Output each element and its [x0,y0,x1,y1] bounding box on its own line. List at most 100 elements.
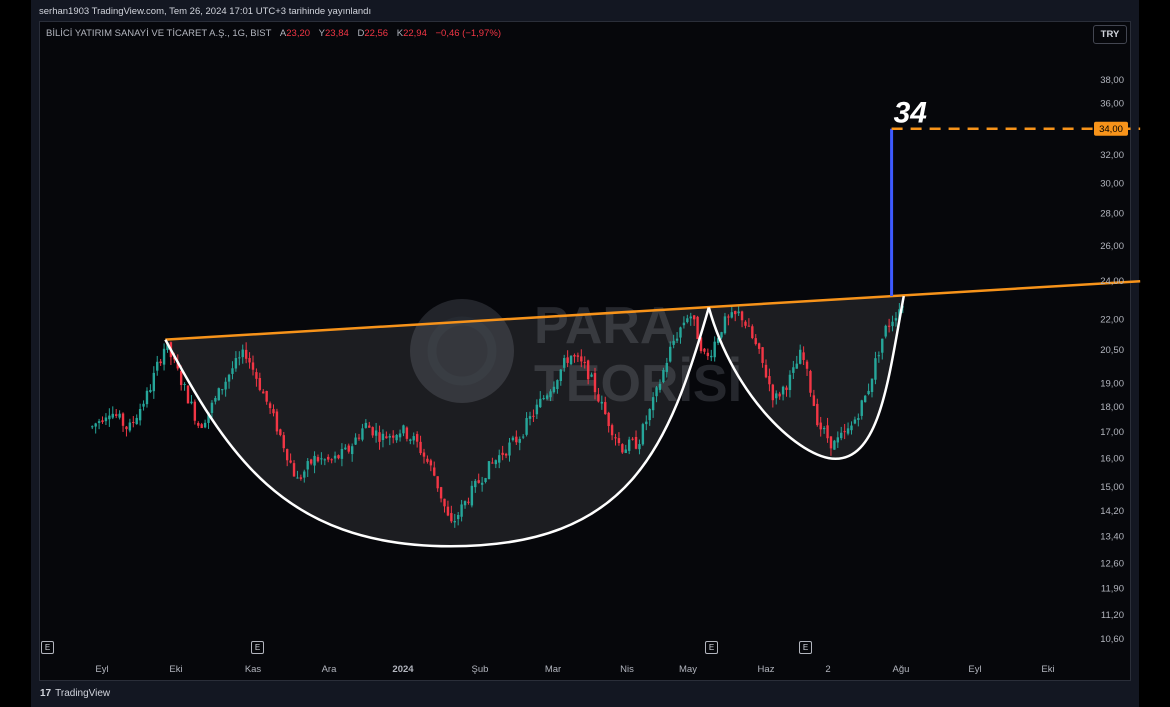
candle-body [385,436,388,439]
candle-body [265,390,268,402]
candle-body [586,360,590,380]
time-tick-label: Nis [620,664,634,675]
candle-body [590,374,593,377]
candle-body [248,358,251,363]
candle-body [521,436,525,438]
candle-body [313,455,316,466]
candle-body [368,425,371,428]
candle-body [474,480,477,488]
candle-body [118,413,121,418]
candle-body [128,422,132,431]
candle-body [258,378,262,390]
candle-body [689,316,692,319]
candle-body [593,373,597,393]
time-tick-label: Şub [472,664,489,675]
tradingview-logo[interactable]: 17 TradingView [40,688,110,699]
candle-body [152,372,156,392]
candle-body [771,384,775,401]
price-tick-label: 20,50 [1100,345,1124,356]
candle-body [436,476,439,489]
candle-body [792,367,795,373]
candle-body [545,395,549,399]
candle-body [217,388,220,401]
candle-body [166,342,169,350]
candle-body [121,413,125,426]
candle-body [203,422,207,428]
candle-body [340,449,344,459]
candle-body [371,427,374,436]
candle-body [833,440,836,450]
time-tick-label: Ara [322,664,338,675]
candle-body [573,355,576,357]
candle-body [429,460,433,466]
candle-body [610,425,614,436]
watermark-text-line2: TEORİSİ [534,355,742,413]
earnings-badge[interactable]: E [705,641,718,654]
candle-body [299,477,303,479]
candle-body [132,421,135,423]
candle-body [887,325,891,327]
price-tick-label: 32,00 [1100,150,1124,161]
time-tick-label: Eyl [95,664,108,675]
candle-body [727,316,730,318]
candle-body [135,417,138,425]
candle-body [470,485,474,506]
close-value: 22,94 [403,28,427,39]
low-label: D [357,28,365,39]
candle-body [306,461,309,470]
candle-body [97,421,101,423]
target-label: 34 [894,97,928,130]
candle-body [361,428,364,440]
candle-body [515,436,518,443]
candle-body [412,436,415,441]
price-tick-label: 16,00 [1100,454,1124,465]
candle-body [669,346,672,362]
time-axis[interactable]: Eyl Eki Kas Ara 2024 Şub Mar Nis May Haz 2 Ağu Eyl Ek… [95,664,1054,675]
symbol-legend: BİLİCİ YATIRIM SANAYİ VE TİCARET A.Ş., 1… [46,28,501,39]
candle-body [388,436,391,438]
candle-body [631,438,634,440]
candle-body [282,435,285,449]
candle-body [846,428,850,434]
candle-body [104,417,108,422]
candle-body [392,435,395,438]
price-axis[interactable]: 38,00 36,00 32,00 30,00 28,00 26,00 24,00 22,00… [1094,75,1128,645]
price-tick-label: 28,00 [1100,209,1124,220]
candle-body [467,501,470,503]
candle-body [337,455,340,459]
earnings-badge[interactable]: E [799,641,812,654]
chart-pane[interactable] [39,21,1131,681]
candle-body [494,460,498,465]
candle-body [757,343,761,349]
time-tick-label: Eki [169,664,182,675]
candle-body [159,361,162,364]
candle-body [463,501,467,506]
price-tick-label: 11,20 [1101,610,1124,621]
candle-body [682,322,686,326]
candle-body [539,398,542,408]
candle-body [843,431,846,433]
candle-body [330,459,333,461]
candle-body [744,321,747,326]
candle-body [617,438,621,444]
cup-area [165,307,709,547]
candle-body [563,358,566,368]
candle-body [145,390,149,405]
candle-body [238,357,241,359]
candle-body [183,383,186,385]
candle-body [450,513,453,522]
candle-body [419,441,422,454]
candle-body [559,369,562,381]
earnings-badge[interactable]: E [251,641,264,654]
symbol-name[interactable]: BİLİCİ YATIRIM SANAYİ VE TİCARET A.Ş., 1… [46,28,272,39]
candle-body [638,444,641,450]
candle-body [860,400,863,416]
earnings-badge[interactable]: E [41,641,54,654]
candle-body [819,422,822,430]
candle-body [193,401,197,421]
time-tick-label: Mar [545,664,561,675]
candle-body [402,425,405,434]
currency-button[interactable]: TRY [1093,25,1127,44]
candle-body [350,446,354,455]
